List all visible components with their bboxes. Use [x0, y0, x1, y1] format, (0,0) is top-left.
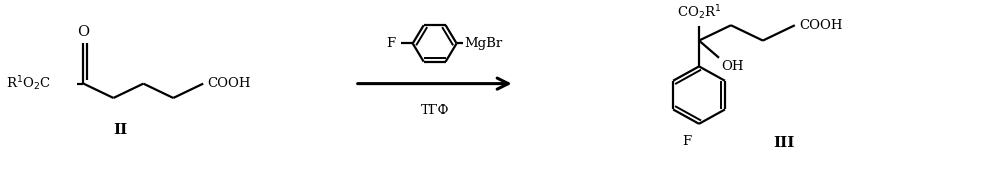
Text: III: III — [773, 136, 794, 150]
Text: F: F — [682, 135, 691, 148]
Text: R$^1$O$_2$C: R$^1$O$_2$C — [6, 74, 51, 93]
Text: OH: OH — [721, 60, 743, 73]
Text: MgBr: MgBr — [465, 37, 502, 50]
Text: COOH: COOH — [207, 77, 251, 90]
Text: COOH: COOH — [799, 19, 842, 32]
Text: O: O — [78, 25, 90, 39]
Text: ТГФ: ТГФ — [421, 104, 449, 117]
Text: CO$_2$R$^1$: CO$_2$R$^1$ — [676, 4, 721, 22]
Text: II: II — [113, 123, 128, 137]
Text: F: F — [387, 37, 396, 50]
